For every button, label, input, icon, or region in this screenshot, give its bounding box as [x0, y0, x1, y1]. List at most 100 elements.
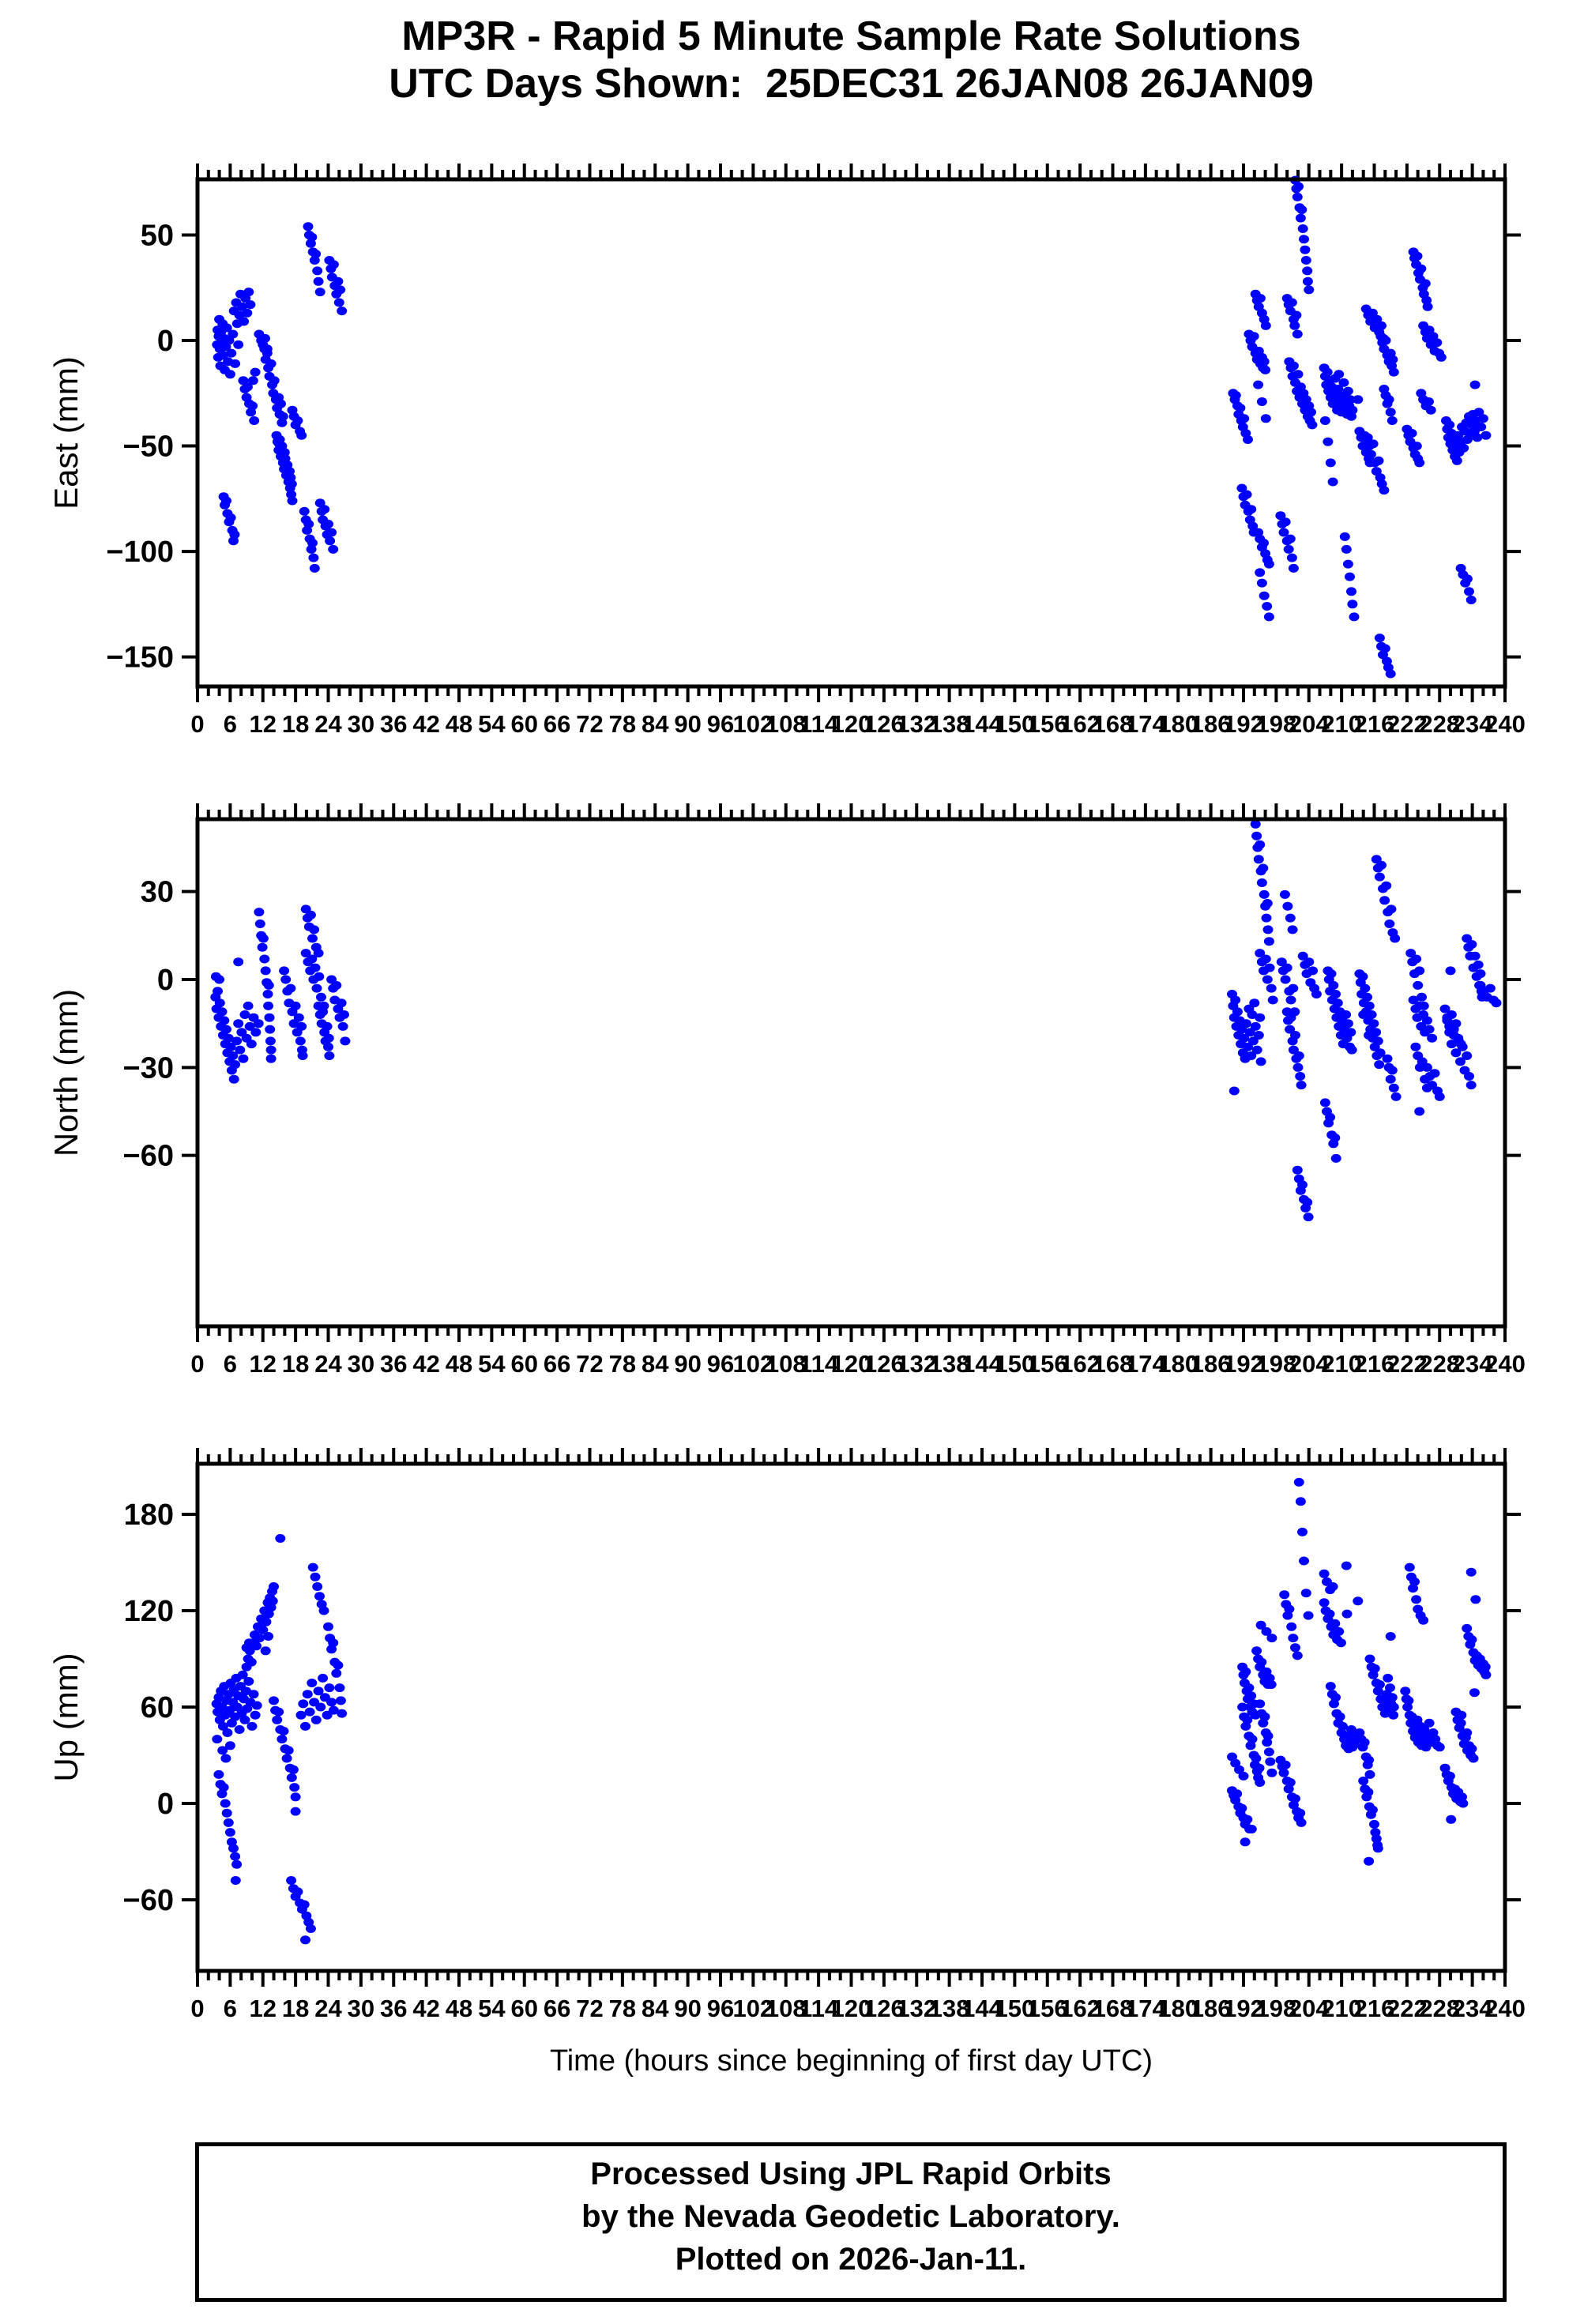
- east-xtick-label: 144: [961, 710, 1003, 738]
- north-xtick-label: 42: [412, 1350, 439, 1378]
- north-ytick-label: −30: [123, 1051, 174, 1085]
- north-xtick-label: 120: [831, 1350, 872, 1378]
- north-xtick-label: 198: [1256, 1350, 1297, 1378]
- east-xtick-label: 42: [412, 710, 439, 738]
- up-xtick-label: 162: [1059, 1995, 1101, 2022]
- up-xtick-label: 114: [799, 1995, 839, 2022]
- page-title: MP3R - Rapid 5 Minute Sample Rate Soluti…: [401, 13, 1301, 59]
- up-xtick-label: 96: [707, 1995, 734, 2022]
- up-xtick-label: 24: [314, 1995, 342, 2022]
- east-xtick-label: 90: [674, 710, 701, 738]
- north-xtick-label: 210: [1321, 1350, 1362, 1378]
- north-xtick-label: 54: [478, 1350, 506, 1378]
- east-xtick-label: 234: [1452, 710, 1493, 738]
- north-xtick-label: 144: [961, 1350, 1003, 1378]
- north-xtick-label: 234: [1452, 1350, 1493, 1378]
- east-xtick-label: 72: [576, 710, 603, 738]
- north-xtick-label: 126: [864, 1350, 905, 1378]
- east-xtick-label: 78: [609, 710, 636, 738]
- east-xtick-label: 12: [250, 710, 277, 738]
- footer-line-1: Processed Using JPL Rapid Orbits: [590, 2157, 1112, 2191]
- north-xtick-label: 66: [544, 1350, 570, 1378]
- up-ytick-label: 0: [157, 1788, 174, 1821]
- north-xtick-label: 0: [190, 1350, 204, 1378]
- up-xtick-label: 186: [1191, 1995, 1232, 2022]
- x-axis-title: Time (hours since beginning of first day…: [549, 2044, 1153, 2078]
- north-xtick-label: 156: [1027, 1350, 1068, 1378]
- up-xtick-label: 132: [896, 1995, 937, 2022]
- north-xtick-label: 138: [929, 1350, 970, 1378]
- east-xtick-label: 162: [1059, 710, 1101, 738]
- up-xtick-label: 138: [929, 1995, 970, 2022]
- up-xtick-label: 234: [1452, 1995, 1493, 2022]
- up-xtick-label: 72: [576, 1995, 603, 2022]
- east-xtick-label: 210: [1321, 710, 1362, 738]
- up-xtick-label: 240: [1484, 1995, 1526, 2022]
- east-xtick-label: 204: [1289, 710, 1330, 738]
- east-xtick-label: 102: [733, 710, 774, 738]
- up-xtick-label: 168: [1093, 1995, 1134, 2022]
- up-xtick-label: 204: [1289, 1995, 1330, 2022]
- up-ytick-label: 180: [124, 1499, 174, 1532]
- north-ytick-label: 30: [141, 876, 174, 909]
- north-xtick-label: 72: [576, 1350, 603, 1378]
- up-xtick-label: 102: [733, 1995, 774, 2022]
- footer-line-3: Plotted on 2026-Jan-11.: [675, 2242, 1027, 2277]
- east-xtick-label: 108: [766, 710, 807, 738]
- north-scatter-panel: 300−30−600 6 12 18 24 30 36 42 48 54 60 66 72 78 84 90 9…: [123, 803, 1526, 1378]
- east-xtick-label: 222: [1387, 710, 1428, 738]
- north-ytick-label: 0: [157, 964, 174, 997]
- north-xtick-label: 180: [1157, 1350, 1198, 1378]
- north-xtick-label: 18: [282, 1350, 309, 1378]
- east-xtick-label: 54: [478, 710, 506, 738]
- east-xtick-label: 180: [1157, 710, 1198, 738]
- up-xtick-label: 180: [1157, 1995, 1198, 2022]
- up-xtick-label: 6: [224, 1995, 237, 2022]
- up-xtick-label: 78: [609, 1995, 636, 2022]
- up-xtick-label: 216: [1354, 1995, 1395, 2022]
- up-xtick-label: 36: [380, 1995, 407, 2022]
- north-xtick-label: 228: [1419, 1350, 1460, 1378]
- east-ytick-label: −50: [123, 431, 174, 464]
- north-xtick-label: 12: [250, 1350, 277, 1378]
- up-xtick-label: 48: [446, 1995, 472, 2022]
- east-xtick-label: 36: [380, 710, 407, 738]
- east-xtick-label: 120: [831, 710, 872, 738]
- east-xtick-label: 84: [642, 710, 669, 738]
- east-xtick-label: 192: [1223, 710, 1264, 738]
- east-xtick-label: 24: [314, 710, 342, 738]
- east-xtick-label: 6: [224, 710, 237, 738]
- north-xtick-label: 192: [1223, 1350, 1264, 1378]
- east-xtick-label: 114: [799, 710, 839, 738]
- up-xtick-label: 66: [544, 1995, 570, 2022]
- up-xtick-label: 222: [1387, 1995, 1428, 2022]
- up-xtick-label: 150: [995, 1995, 1036, 2022]
- east-plot-frame: [195, 177, 1507, 689]
- title-block: MP3R - Rapid 5 Minute Sample Rate Soluti…: [198, 14, 1505, 106]
- up-xtick-label: 192: [1223, 1995, 1264, 2022]
- east-xtick-label: 96: [707, 710, 734, 738]
- up-xtick-label: 54: [478, 1995, 506, 2022]
- up-xtick-label: 174: [1125, 1995, 1166, 2022]
- east-xtick-label: 0: [190, 710, 204, 738]
- east-xtick-label: 18: [282, 710, 309, 738]
- north-xtick-label: 90: [674, 1350, 701, 1378]
- up-xtick-label: 30: [348, 1995, 374, 2022]
- up-plot-frame: [195, 1461, 1507, 1973]
- east-xtick-label: 150: [995, 710, 1036, 738]
- north-xtick-label: 222: [1387, 1350, 1428, 1378]
- north-xtick-label: 204: [1289, 1350, 1330, 1378]
- east-data-points: [212, 175, 1492, 679]
- east-ytick-label: −100: [106, 536, 174, 569]
- up-xtick-label: 18: [282, 1995, 309, 2022]
- east-xtick-label: 198: [1256, 710, 1297, 738]
- east-xtick-label: 216: [1354, 710, 1395, 738]
- east-xtick-label: 156: [1027, 710, 1068, 738]
- north-xtick-label: 150: [995, 1350, 1036, 1378]
- north-xtick-label: 96: [707, 1350, 734, 1378]
- east-ytick-label: −150: [106, 641, 174, 675]
- east-xtick-label: 48: [446, 710, 472, 738]
